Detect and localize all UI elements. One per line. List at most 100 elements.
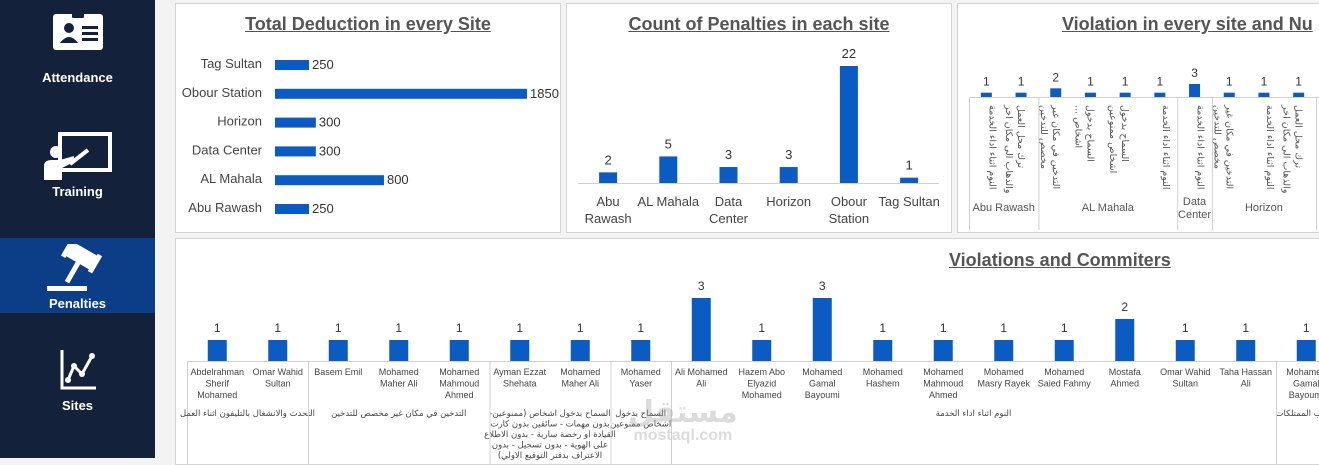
commiters-name-label: Omar Wahid Sultan (253, 367, 303, 389)
vsite-violation-label: ترك محل العملوالذهاب الى مكان اخر (1281, 104, 1304, 193)
commiters-value-label: 1 (577, 321, 584, 335)
vsite-value-label: 2 (1052, 70, 1059, 84)
commiters-name-label: Mostafa Ahmed (1109, 367, 1141, 389)
vsite-bar (1084, 92, 1096, 97)
deduction-bar (275, 117, 316, 128)
commiters-name-label: Omar Wahid Sultan (1160, 367, 1210, 389)
vsite-bar (1293, 92, 1305, 97)
penalties-count-panel: Count of Penalties in each site 2 Abu Rawa… (566, 3, 952, 233)
commiters-value-label: 1 (1182, 321, 1189, 335)
vsite-bar (1119, 92, 1131, 97)
deduction-value-label: 250 (312, 201, 334, 216)
violation-site-title: Violation in every site and Nu (1062, 14, 1313, 34)
nav-item-penalties[interactable]: Penalties (0, 238, 155, 313)
commiters-name-label: Mohamed Yaser (621, 367, 661, 389)
count-category-label: AL Mahala (637, 194, 699, 209)
commiters-bar (933, 340, 953, 361)
watermark-latin: mostaql.com (633, 427, 733, 444)
deduction-value-label: 800 (387, 172, 409, 187)
commiters-name-label: Hazem Abo Elyazid Mohamed (738, 367, 785, 400)
commiters-value-label: 1 (1000, 321, 1007, 335)
commiters-violation-label: النوم اثناء اداء الخدمة (936, 409, 1012, 419)
count-category-label: Abu Rawash (585, 194, 632, 226)
deduction-chart: Tag Sultan 250 Obour Station 1850 Horizon 300… (182, 56, 559, 216)
vsite-violation-label: النوم اثناء اداء الخدمة (1160, 105, 1171, 190)
commiters-name-label: Taha Hassan Ali (1219, 367, 1272, 389)
commiters-value-label: 1 (456, 321, 463, 335)
nav-item-training[interactable]: Training (0, 130, 155, 220)
nav-label-penalties: Penalties (48, 296, 107, 311)
vsite-value-label: 1 (1157, 75, 1164, 89)
commiters-name-label: Mohamed Saied Fahmy (1038, 367, 1092, 389)
commiters-value-label: 1 (274, 321, 281, 335)
vsite-bar (1189, 84, 1201, 97)
deduction-bar (275, 60, 310, 70)
vsite-bar (980, 92, 992, 97)
count-value-label: 22 (842, 46, 856, 61)
vsite-value-label: 1 (1261, 75, 1268, 89)
vsite-violation-label: ترك محل العملوالذهاب الى مكان اخر (1003, 104, 1026, 193)
vsite-site-label: Data Center (1178, 196, 1211, 221)
commiters-value-label: 1 (516, 321, 523, 335)
commiters-bar (570, 340, 590, 361)
watermark: مستقل mostaql.com (628, 398, 738, 444)
commiters-bar (1054, 340, 1074, 361)
commiters-violation-label: تخريب الممتلكات (1276, 409, 1319, 419)
line-chart-icon (60, 350, 96, 390)
deduction-value-label: 1850 (530, 86, 559, 101)
penalties-count-chart: 2 Abu Rawash 5 AL Mahala 3 Data Center 3 Horizon 2… (578, 46, 940, 226)
commiters-name-label: Mohamed Hashem (863, 367, 903, 389)
count-category-label: Horizon (766, 194, 811, 209)
deduction-chart-title: Total Deduction in every Site (245, 14, 491, 34)
count-bar (900, 177, 919, 183)
vsite-bar (1223, 92, 1235, 97)
commiters-bar (1115, 319, 1135, 361)
count-bar (599, 172, 618, 183)
count-category-label: Obour Station (829, 194, 869, 226)
commiters-value-label: 1 (335, 321, 342, 335)
count-value-label: 3 (785, 147, 792, 162)
commiters-value-label: 1 (940, 321, 947, 335)
penalties-count-title: Count of Penalties in each site (628, 14, 890, 34)
deduction-category-label: Data Center (192, 142, 263, 157)
commiters-name-label: Mohamed Maher Ali (560, 367, 600, 389)
deduction-category-label: AL Mahala (200, 171, 262, 186)
commiters-bar (1236, 340, 1256, 361)
commiters-violation-label: التحدث والانشغال بالتليفون اثناء العمل (180, 409, 315, 419)
vsite-value-label: 1 (1018, 75, 1025, 89)
commiters-value-label: 1 (758, 321, 765, 335)
commiters-bar (1175, 340, 1195, 361)
count-bar (779, 167, 798, 183)
vsite-violation-label: النوم اثناء اداء الخدمة (1195, 105, 1206, 190)
commiters-title: Violations and Commiters (949, 250, 1171, 270)
commiters-bar (389, 340, 409, 361)
watermark-arabic: مستقل (628, 395, 738, 430)
vsite-violation-label: التدخين في مكان غيرمخصص للتدخين (1211, 104, 1234, 189)
commiters-bar (994, 340, 1014, 361)
commiters-name-label: Ali Mohamed Ali (675, 367, 728, 389)
commiters-value-label: 1 (395, 321, 402, 335)
commiters-bar (268, 340, 288, 361)
vsite-violation-label: النوم اثناء اداء الخدمة (986, 105, 997, 190)
training-board-icon (43, 132, 112, 180)
nav-item-attendance[interactable]: Attendance (0, 12, 155, 102)
deduction-category-label: Abu Rawash (188, 200, 262, 215)
commiters-value-label: 1 (1242, 321, 1249, 335)
commiters-value-label: 1 (1061, 321, 1068, 335)
commiters-bar (1296, 340, 1316, 361)
vsite-bar (1258, 92, 1270, 97)
nav-item-sites[interactable]: Sites (0, 348, 155, 428)
vsite-violation-label: النوم اثناء اداء الخدمة (1264, 105, 1275, 190)
deduction-category-label: Obour Station (182, 85, 262, 100)
vsite-value-label: 1 (1295, 75, 1302, 89)
commiters-name-label: Basem Emil (314, 367, 362, 377)
commiters-value-label: 3 (819, 279, 826, 293)
deduction-bar (275, 204, 310, 214)
commiters-bar (691, 298, 711, 361)
commiters-value-label: 3 (698, 279, 705, 293)
deduction-bar (275, 146, 316, 157)
count-bar (659, 156, 678, 183)
nav-label-sites: Sites (61, 398, 94, 413)
commiters-bar (510, 340, 530, 361)
commiters-bar (752, 340, 772, 361)
